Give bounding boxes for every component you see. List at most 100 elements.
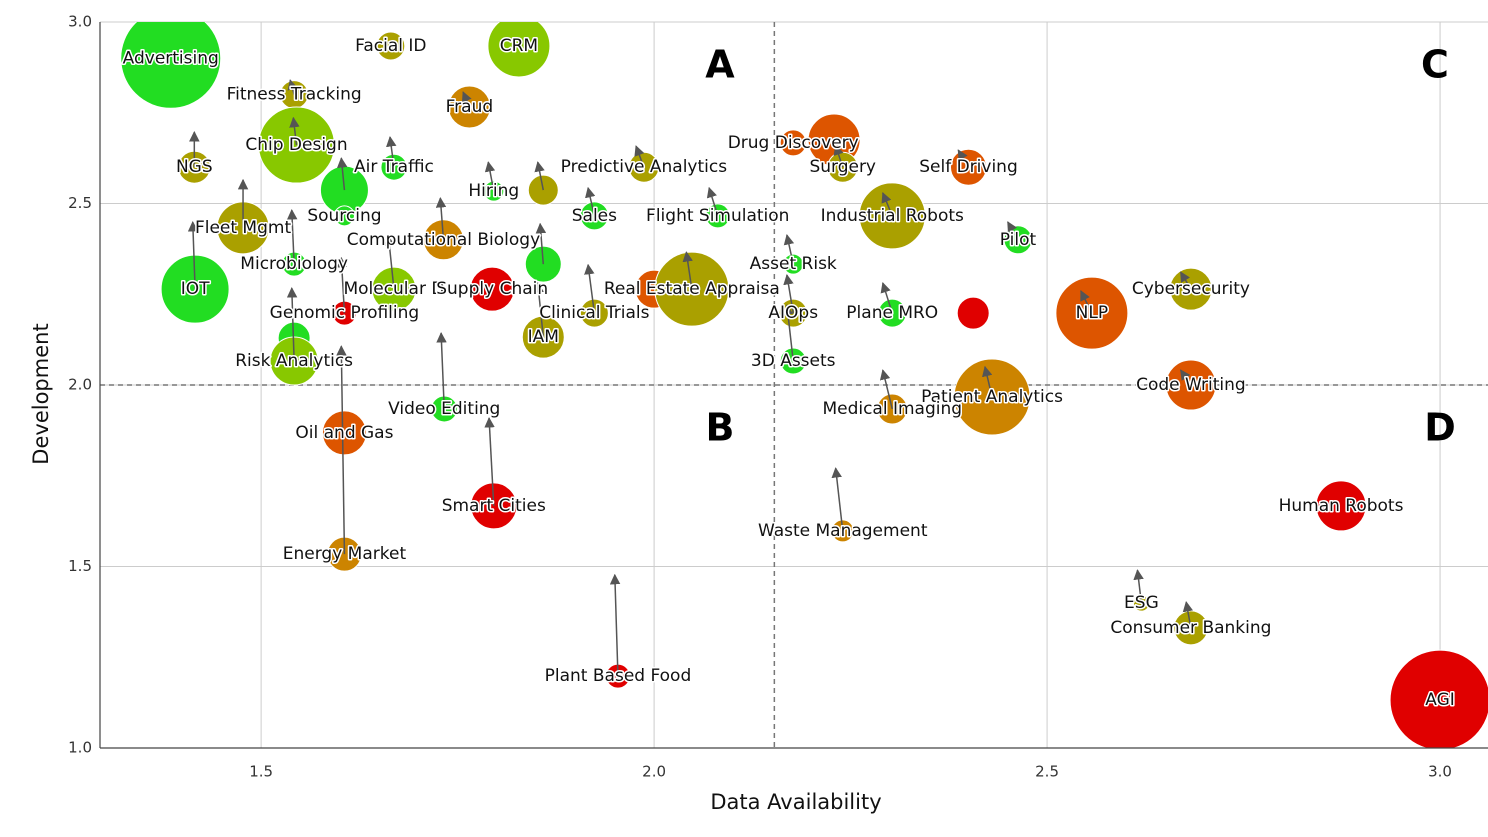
point-label: Advertising: [123, 48, 219, 68]
point-label: Plane MRO: [846, 303, 938, 323]
point-label: Oil and Gas: [295, 423, 393, 443]
point-label: Predictive Analytics: [561, 157, 728, 177]
trend-arrow: [584, 263, 596, 314]
point-label: Genomic Profiling: [270, 303, 420, 323]
bubble: [469, 266, 515, 312]
point-label: NGS: [176, 157, 213, 177]
trend-arrow: [187, 220, 199, 290]
trend-arrow: [289, 116, 300, 146]
point-label: CRM: [500, 36, 538, 56]
trend-arrow: [880, 281, 893, 314]
point-label: Sales: [572, 206, 617, 226]
quadrant-label: C: [1421, 43, 1449, 87]
quadrant-label: D: [1424, 406, 1456, 450]
point-label: Fraud: [446, 97, 494, 117]
point-label: Video Editing: [388, 399, 500, 419]
point-label: Cybersecurity: [1132, 279, 1250, 299]
bubble: [120, 22, 222, 109]
point-label: AIOps: [768, 303, 818, 323]
point-label: Fleet Mgmt: [195, 218, 292, 238]
point-label: Energy Market: [283, 544, 407, 564]
trend-arrow: [782, 304, 794, 362]
trend-arrow: [484, 416, 495, 506]
point-label: Hiring: [468, 181, 519, 201]
point-label: Facial ID: [355, 36, 426, 56]
point-label: Pilot: [1000, 230, 1037, 250]
point-label: Code Writing: [1136, 375, 1246, 395]
trend-arrow: [461, 91, 472, 108]
bubble: [779, 129, 807, 157]
point-label: 3D Assets: [751, 351, 836, 371]
bubble: [1389, 649, 1488, 748]
trend-arrow: [982, 365, 993, 398]
trend-arrow: [287, 79, 298, 95]
bubble: [321, 410, 367, 456]
point-label: NLP: [1076, 303, 1108, 323]
quadrant-label: A: [705, 43, 735, 87]
trend-arrow: [634, 145, 645, 168]
bubble: [376, 31, 406, 61]
point-label: Flight Simulation: [646, 206, 789, 226]
point-label: Medical Imaging: [822, 399, 962, 419]
point-label: Smart Cities: [442, 496, 546, 516]
point-label: Computational Biology: [347, 230, 540, 250]
trend-arrow: [879, 369, 893, 410]
point-label: Chip Design: [245, 135, 347, 155]
trend-arrow: [1180, 271, 1192, 290]
trend-arrow: [286, 287, 298, 362]
trend-arrow: [533, 281, 545, 338]
point-label: Industrial Robots: [821, 206, 964, 226]
trend-arrow: [336, 157, 348, 191]
trend-arrow: [1180, 369, 1192, 386]
point-label: Patient Analytics: [921, 387, 1063, 407]
trend-arrow: [957, 149, 970, 168]
trend-arrow: [484, 161, 496, 192]
x-tick-label: 1.5: [249, 763, 273, 781]
point-label: Self Driving: [919, 157, 1018, 177]
trend-arrow: [384, 235, 395, 290]
point-label: Molecular D: [343, 279, 444, 299]
x-tick-label: 2.5: [1035, 763, 1059, 781]
trend-arrow: [682, 251, 693, 290]
x-tick-label: 2.0: [642, 763, 666, 781]
bubble: [956, 296, 990, 330]
point-label: IAM: [528, 327, 559, 347]
trend-arrow: [833, 144, 844, 168]
x-tick-label: 3.0: [1428, 763, 1452, 781]
point-label: Air Traffic: [354, 157, 434, 177]
trend-arrow: [336, 345, 347, 555]
trend-arrow: [436, 332, 447, 409]
point-label: Plant Based Food: [545, 666, 692, 686]
bubble: [333, 205, 355, 227]
point-label: Risk Analytics: [235, 351, 353, 371]
quadrant-label: B: [706, 406, 735, 450]
trend-arrow: [609, 573, 621, 677]
trend-arrow: [336, 256, 348, 314]
point-label: Sourcing: [307, 206, 381, 226]
point-label: Supply Chain: [436, 279, 548, 299]
trend-arrow: [1133, 569, 1144, 604]
x-axis-title: Data Availability: [710, 790, 881, 814]
point-label: ESG: [1124, 593, 1159, 613]
point-label: Waste Management: [758, 521, 928, 541]
point-label: Fitness Tracking: [227, 85, 362, 105]
y-tick-label: 2.5: [68, 194, 92, 212]
point-label: Drug Discovery: [728, 133, 859, 153]
trend-arrow: [1080, 290, 1093, 314]
trend-arrow: [881, 192, 893, 217]
point-label: AGI: [1425, 690, 1455, 710]
trend-arrow: [1007, 221, 1019, 241]
y-tick-label: 3.0: [68, 13, 92, 31]
point-label: Surgery: [809, 157, 876, 177]
point-label: IOT: [181, 279, 210, 299]
point-label: Asset Risk: [750, 254, 837, 274]
y-tick-label: 1.0: [68, 739, 92, 757]
trend-arrow: [435, 197, 447, 240]
trend-arrow: [286, 208, 298, 265]
trend-arrow: [386, 136, 397, 168]
trend-arrow: [585, 186, 596, 217]
bubble: [1315, 480, 1367, 532]
point-label: Consumer Banking: [1110, 618, 1271, 638]
trend-arrow: [534, 161, 545, 191]
